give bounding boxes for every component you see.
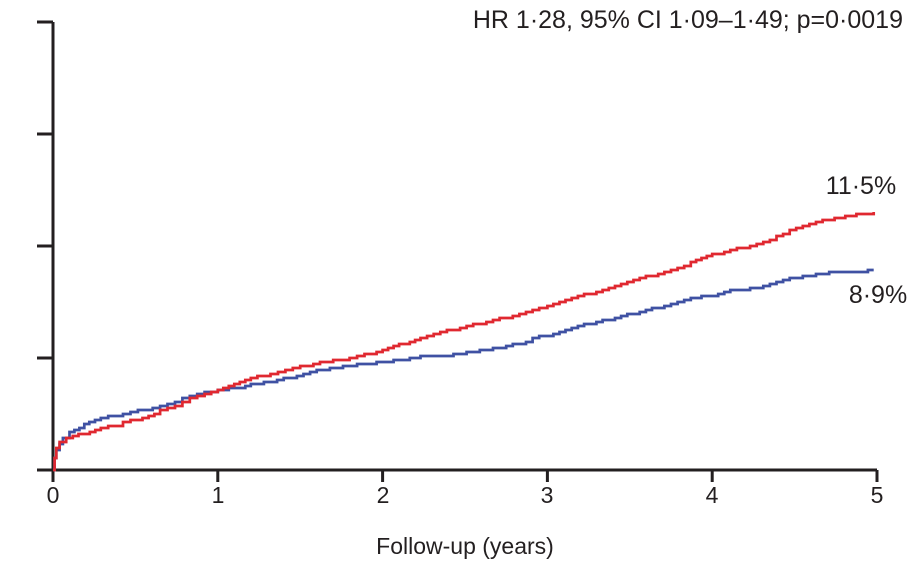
blue-curve-end-label: 8·9%: [848, 281, 908, 309]
x-tick-label-0: 0: [46, 482, 60, 508]
axes: [37, 20, 879, 482]
x-tick-label-1: 1: [211, 482, 225, 508]
x-tick-label-2: 2: [376, 482, 390, 508]
hazard-ratio-annotation: HR 1·28, 95% CI 1·09–1·49; p=0·0019: [472, 6, 903, 34]
blue-curve: [53, 268, 874, 472]
x-axis-title: Follow-up (years): [376, 533, 554, 559]
x-tick-label-3: 3: [540, 482, 554, 508]
x-tick-label-5: 5: [870, 482, 884, 508]
red-curve-end-label: 11·5%: [825, 172, 897, 200]
x-tick-label-4: 4: [705, 482, 719, 508]
red-curve: [53, 212, 876, 472]
